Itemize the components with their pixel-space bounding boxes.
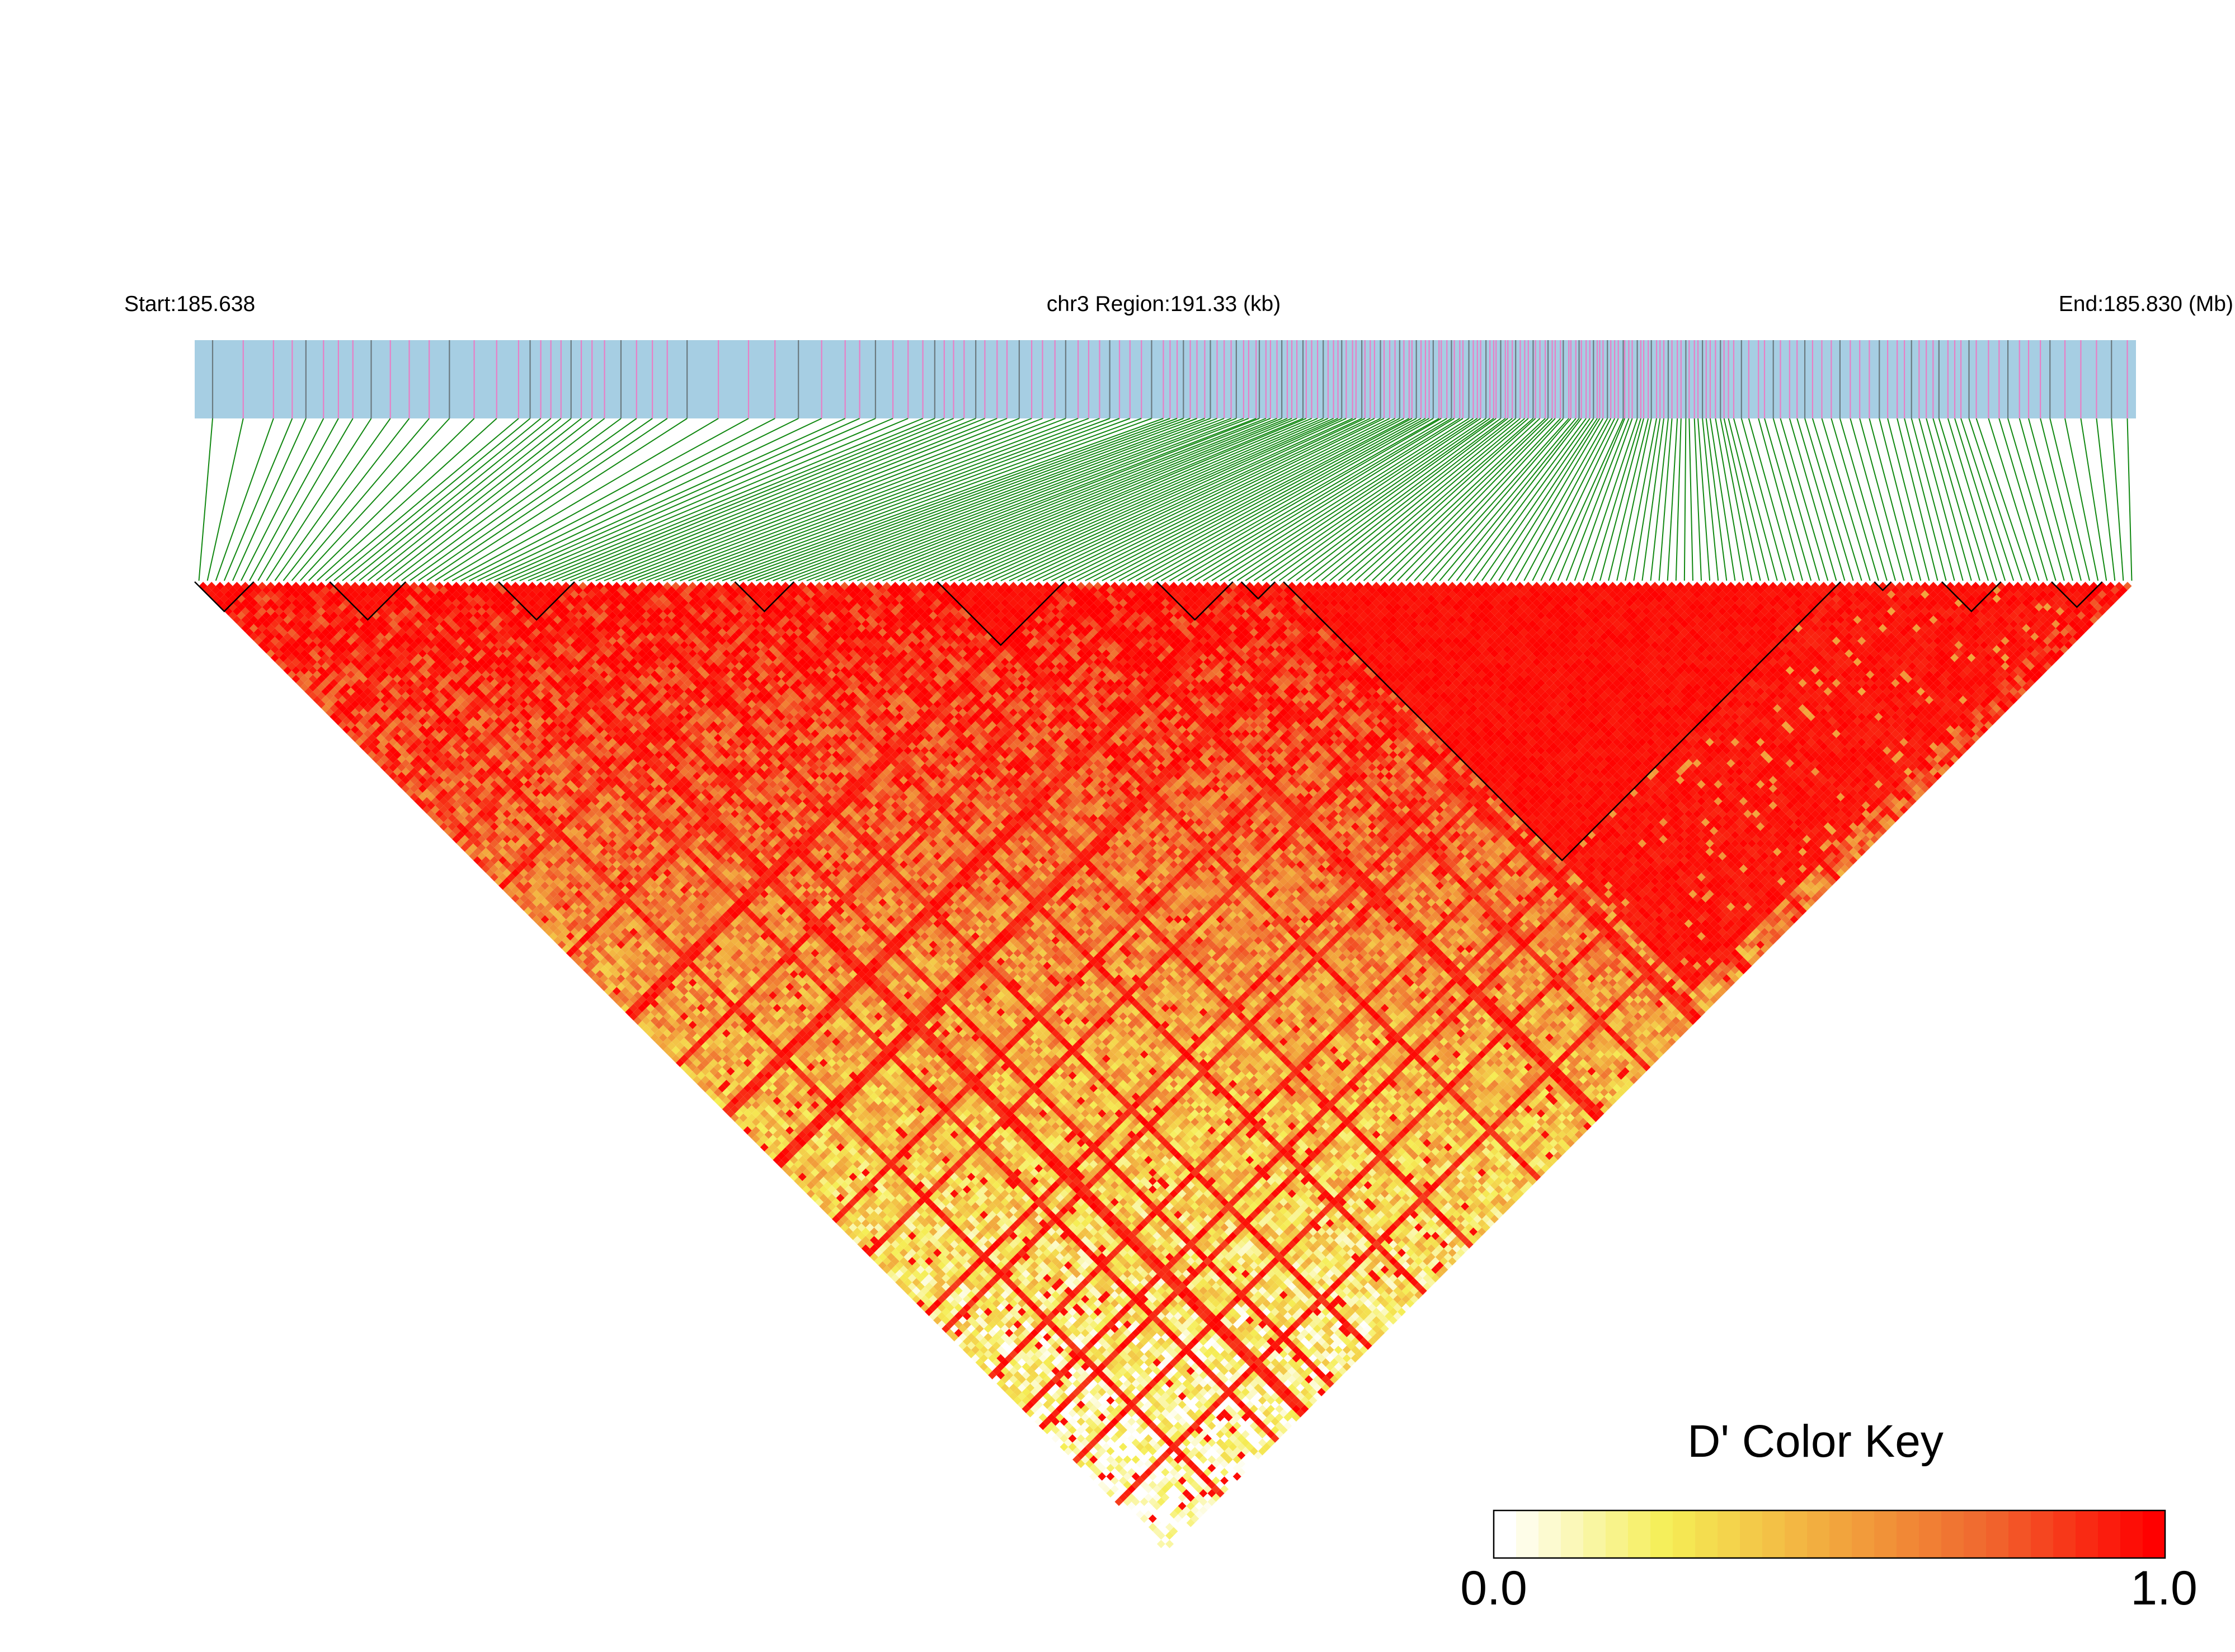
- snp-connector: [1869, 418, 1912, 581]
- ld-heatmap: [199, 582, 2132, 1552]
- snp-connector: [1860, 418, 1904, 581]
- snp-connector-lines: [199, 418, 2132, 581]
- snp-connector: [351, 418, 551, 581]
- snp-connector: [2081, 418, 2106, 581]
- snp-connector: [1305, 418, 1512, 581]
- snp-connector: [1516, 418, 1607, 581]
- snp-connector: [1549, 418, 1623, 581]
- snp-connector: [2029, 418, 2073, 581]
- snp-connector: [258, 418, 353, 581]
- snp-connector: [1955, 418, 2005, 581]
- snp-connector: [1668, 418, 1677, 581]
- snp-connector: [2020, 418, 2064, 581]
- snp-connector: [410, 418, 637, 581]
- snp-connector: [520, 418, 908, 581]
- snp-connector: [1575, 418, 1632, 581]
- snp-connector: [1706, 418, 1727, 581]
- snp-connector: [1831, 418, 1879, 581]
- snp-connector: [1961, 418, 2013, 581]
- snp-connector: [1689, 418, 1693, 581]
- snp-connector: [1532, 418, 1615, 581]
- snp-connector: [1414, 418, 1563, 581]
- snp-connector: [2111, 418, 2123, 581]
- snp-connector: [1685, 418, 1686, 581]
- snp-connector: [2096, 418, 2115, 581]
- snp-connector: [1977, 418, 2031, 581]
- snp-connector: [2128, 418, 2132, 581]
- snp-connector: [1676, 418, 1681, 581]
- snp-connector: [326, 418, 519, 581]
- snp-connector: [452, 418, 749, 581]
- snp-connector: [1490, 418, 1597, 581]
- snp-connector: [250, 418, 338, 581]
- snp-connector: [1702, 418, 1718, 581]
- snp-connector: [292, 418, 430, 581]
- snp-connector: [1625, 418, 1657, 581]
- snp-connector: [334, 418, 530, 581]
- snp-connector: [1271, 418, 1497, 581]
- snp-connector: [208, 418, 243, 581]
- snp-connector: [1720, 418, 1752, 581]
- snp-connector: [1338, 418, 1528, 581]
- snp-connector: [359, 418, 561, 581]
- snp-connector: [1710, 418, 1735, 581]
- snp-connector: [503, 418, 876, 581]
- snp-connector: [216, 418, 274, 581]
- snp-connector: [1840, 418, 1887, 581]
- snp-connector: [1888, 418, 1929, 581]
- snp-connector: [537, 418, 935, 581]
- snp-connector: [1111, 418, 1417, 581]
- snp-connector: [199, 418, 213, 581]
- snp-connector: [1879, 418, 1921, 581]
- snp-connector: [2040, 418, 2081, 581]
- snp-connector: [469, 418, 798, 581]
- snp-connector: [1939, 418, 1988, 581]
- snp-connector: [300, 418, 450, 581]
- chromosome-bar: [195, 340, 2136, 418]
- snp-connector: [1999, 418, 2047, 581]
- snp-connector: [1850, 418, 1895, 581]
- snp-connector: [1592, 418, 1641, 581]
- snp-connector: [393, 418, 605, 581]
- chromosome-track: [195, 340, 2136, 418]
- snp-connector: [233, 418, 306, 581]
- snp-connector: [309, 418, 474, 581]
